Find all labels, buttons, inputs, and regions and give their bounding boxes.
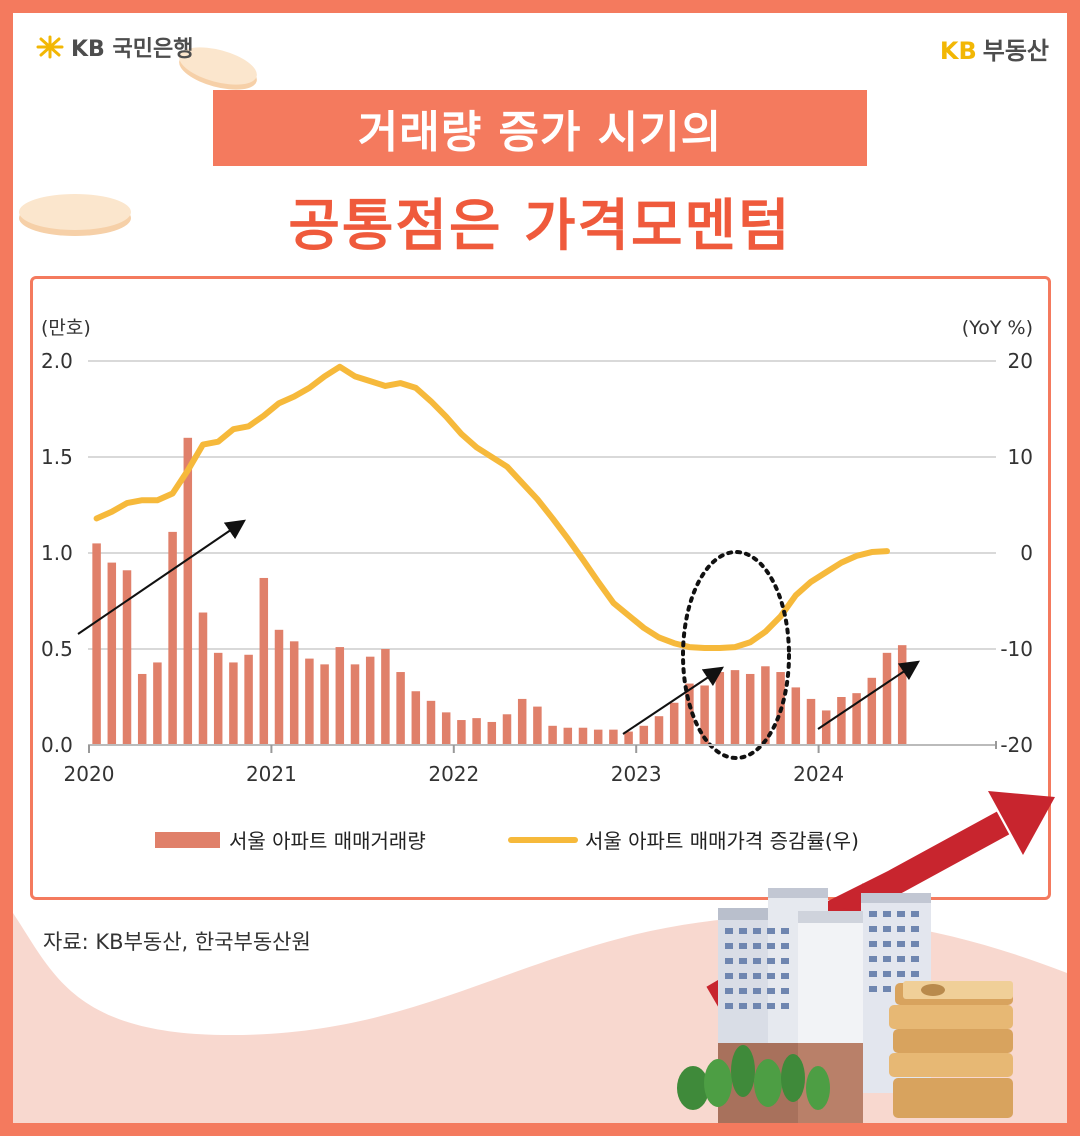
volume-bar: [92, 543, 101, 745]
volume-bar: [198, 612, 208, 745]
kb-star-icon: [36, 35, 64, 59]
x-tick-label: 2022: [428, 762, 479, 786]
volume-bar: [639, 725, 649, 745]
volume-bar: [669, 702, 679, 745]
kb-realty-kb: KB: [939, 37, 977, 65]
volume-bar: [837, 697, 846, 745]
volume-bar: [229, 662, 238, 745]
volume-bar: [365, 656, 375, 745]
volume-bar: [396, 672, 405, 745]
volume-bar: [852, 693, 861, 745]
volume-bar: [685, 683, 694, 745]
title-line1: 거래량 증가 시기의: [357, 107, 723, 158]
volume-bar: [593, 729, 603, 745]
right-tick-label: 10: [1008, 445, 1033, 469]
x-tick-label: 2021: [246, 762, 297, 786]
volume-bar: [350, 664, 360, 745]
coin-decoration: [19, 47, 257, 236]
left-axis-unit: (만호): [41, 317, 91, 339]
trend-arrow-2024: [817, 660, 920, 730]
volume-bar: [791, 687, 801, 745]
source-note: 자료: KB부동산, 한국부동산원: [43, 930, 311, 954]
infographic-frame: KB 국민은행 KB 부동산 거래량 증가 시기의 공통점은 가격모멘텀 (만호)…: [13, 13, 1067, 1123]
kb-realty-name: 부동산: [982, 37, 1049, 65]
volume-bar: [335, 647, 345, 745]
volume-bar: [305, 658, 314, 745]
volume-bar: [168, 531, 177, 745]
volume-bar: [137, 673, 147, 745]
volume-bar: [533, 706, 542, 745]
trees-icon: [677, 1045, 830, 1110]
trend-arrow-2023: [622, 666, 724, 735]
right-tick-label: 0: [1020, 541, 1033, 565]
title-line2: 공통점은 가격모멘텀: [288, 194, 792, 259]
volume-bar: [517, 698, 527, 745]
volume-bar: [153, 662, 162, 745]
volume-bar: [472, 718, 481, 745]
right-axis-unit: (YoY %): [962, 317, 1033, 339]
volume-bar: [745, 673, 755, 745]
kb-realty-logo: KB 부동산: [940, 31, 1049, 66]
right-tick-label: -20: [1000, 733, 1033, 757]
volume-bar: [426, 700, 436, 745]
volume-bar: [821, 710, 831, 745]
legend-line-label: 서울 아파트 매매가격 증감률(우): [585, 829, 859, 853]
volume-bar: [487, 721, 497, 745]
volume-bar: [457, 720, 466, 745]
kb-bank-text: KB 국민은행: [71, 37, 194, 62]
volume-bar: [381, 649, 390, 745]
volume-bar: [897, 645, 907, 745]
dotted-ellipse-2023: [681, 550, 791, 760]
volume-bar: [244, 654, 253, 745]
left-tick-label: 2.0: [41, 349, 73, 373]
legend-bar-label: 서울 아파트 매매거래량: [229, 829, 426, 853]
volume-bar: [578, 727, 588, 745]
kb-bank-logo: KB 국민은행: [35, 31, 193, 63]
volume-bar: [441, 712, 451, 745]
left-tick-label: 1.5: [41, 445, 73, 469]
volume-bar: [867, 677, 877, 745]
x-tick-label: 2024: [793, 762, 844, 786]
volume-bar: [548, 725, 557, 745]
volume-bar: [213, 652, 223, 745]
left-tick-label: 0.0: [41, 733, 73, 757]
volume-bar: [122, 570, 132, 745]
volume-bar: [183, 437, 193, 745]
volume-bar: [882, 652, 892, 745]
volume-bar: [700, 685, 709, 745]
legend-bar-swatch: [155, 832, 220, 848]
right-tick-label: -10: [1000, 637, 1033, 661]
apartment-money-illustration: [677, 791, 1055, 1123]
volume-bar: [259, 577, 269, 745]
volume-bar: [274, 629, 284, 745]
price-change-line: [93, 363, 890, 652]
trend-arrow-2020: [77, 519, 246, 635]
volume-bar: [609, 729, 618, 745]
volume-bar: [715, 672, 725, 745]
volume-bar: [761, 666, 770, 745]
left-tick-label: 0.5: [41, 637, 73, 661]
volume-bar: [320, 664, 329, 745]
volume-bar: [654, 716, 664, 745]
left-tick-label: 1.0: [41, 541, 73, 565]
volume-bar: [624, 731, 633, 745]
volume-bar: [806, 698, 816, 745]
volume-bar: [563, 727, 573, 745]
volume-bar: [289, 641, 299, 745]
volume-bar: [502, 714, 512, 745]
x-tick-label: 2020: [64, 762, 115, 786]
chart-svg: (만호) (YoY %) 0.00.51.01.52.0-20-10010202…: [41, 317, 1033, 853]
title-band: 거래량 증가 시기의: [213, 90, 867, 166]
x-tick-label: 2023: [611, 762, 662, 786]
volume-bar: [107, 562, 117, 745]
money-stack-icon: [889, 981, 1013, 1118]
volume-bar: [411, 691, 421, 745]
right-tick-label: 20: [1008, 349, 1033, 373]
chart-container: (만호) (YoY %) 0.0 0.5 1.0 1.5 2.0 -20 -10 0 10 20 2…: [30, 276, 1051, 900]
volume-bar: [730, 670, 740, 745]
